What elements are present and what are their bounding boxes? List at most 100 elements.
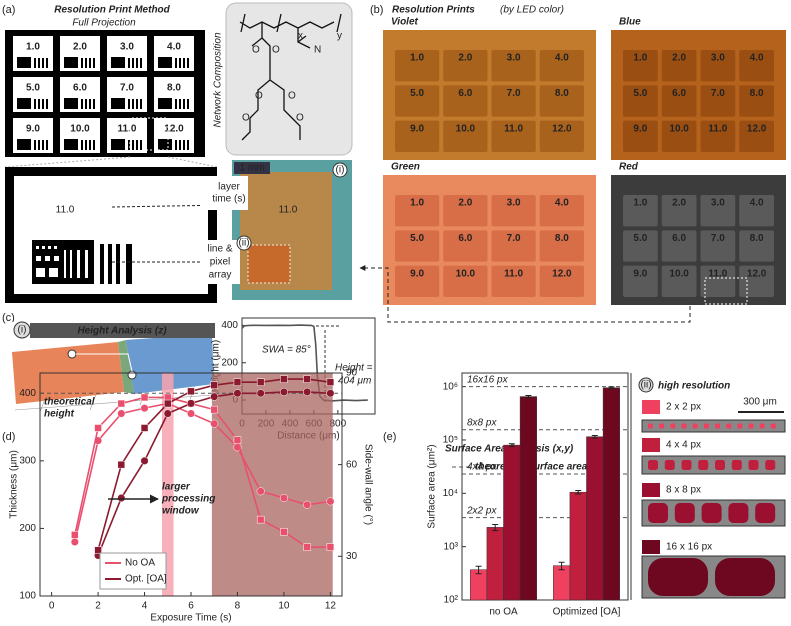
tile-pattern [132,140,134,150]
tile-pattern [81,99,83,109]
tile-pattern [179,140,181,150]
marker [326,497,335,506]
panel-label: (d) [2,431,15,443]
tile-pattern [183,58,185,68]
print-cell [700,50,736,82]
bar [519,396,537,601]
panel-label: (e) [383,431,396,443]
atom: O [242,113,250,124]
tile-pattern [17,98,31,109]
sample-dot [737,423,743,429]
marker [186,409,196,418]
marker [233,378,242,386]
print-number: 5.0 [410,233,424,244]
legend-label: Opt. [OA] [125,574,167,585]
tile-pattern [42,140,44,150]
inset-marker [13,321,31,339]
panel-title: Resolution Print Method [54,5,170,16]
error-bar [525,395,532,399]
print-cell [395,120,440,152]
sample-dot [765,460,776,470]
print-cell [661,195,697,227]
bar [486,527,504,601]
print-number: 2.0 [458,53,472,64]
print-number: 10.0 [669,123,689,134]
marker [256,378,265,386]
reference-label: 8x8 px [467,417,497,428]
annotation: time (s) [212,194,245,205]
print-cell [661,230,697,262]
reference-label: 16x16 px [467,374,509,385]
y-tick-label: 400 [19,388,36,399]
marker [326,543,335,551]
tile-label: 7.0 [120,83,134,94]
marker [303,543,311,551]
sample-dot [648,558,708,596]
inset-title: high resolution [658,381,730,392]
marker [163,409,172,418]
print-color: Blue [619,17,641,28]
tile-label: 3.0 [120,42,134,53]
sample-dot [659,423,665,429]
marker [279,493,288,503]
tile-pattern [89,99,91,109]
marker [210,419,219,428]
print-cell [739,265,774,297]
print-cell [623,85,658,117]
marker [140,456,149,465]
tile-label: 4.0 [167,42,181,53]
tile-pattern [136,99,138,109]
print-cell [539,120,584,152]
print-number: 10.0 [456,268,476,279]
marker [233,389,242,398]
inset-label: (ii) [238,238,249,249]
print-number: 2.0 [458,198,472,209]
tile-label: 10.0 [70,124,90,135]
highlight [704,277,748,305]
network-label: Network Composition [213,32,224,127]
x-tick-label: 0 [49,601,55,612]
chem-box [225,2,353,156]
plot-frame [461,372,629,601]
print-cell [443,50,488,82]
tile-pattern [132,99,134,109]
zoom-number: 11.0 [56,205,75,216]
sample-dot [674,503,695,523]
panel-label: (c) [2,312,15,324]
y2-axis-label: Side-wall angle (°) [362,444,373,525]
marker [303,500,312,509]
print-cell [443,230,488,262]
tile-pattern [187,140,189,150]
tile-pattern [140,140,142,150]
print-number: 11.0 [708,268,727,279]
tile-pattern [46,99,48,109]
tile-label: 9.0 [26,124,40,135]
sample-dot [698,460,709,470]
tile-pattern [128,99,130,109]
tile-pattern [179,99,181,109]
tile-pattern [89,58,91,68]
print-number: 5.0 [633,88,647,99]
error-bar [475,565,482,575]
x-tick-label: 6 [188,601,194,612]
print-number: 12.0 [747,268,767,279]
print-cell [661,50,697,82]
print-cell [739,230,774,262]
marker [233,436,242,444]
sample-dot [715,558,775,596]
tile-pattern [183,99,185,109]
print-number: 8.0 [750,233,764,244]
atom: N [314,45,321,56]
tile-pattern [175,140,177,150]
sample-label: 4 x 4 px [666,440,701,451]
photo-pattern [247,244,291,284]
y-tick-label: 200 [19,523,36,534]
print-number: 3.0 [711,198,725,209]
marker [280,375,288,383]
panel-label: (b) [370,4,383,16]
annotation: window [162,506,200,517]
print-number: 7.0 [507,233,521,244]
sample-image [641,455,786,475]
tile-pattern [132,58,134,68]
print-cell [739,195,774,227]
